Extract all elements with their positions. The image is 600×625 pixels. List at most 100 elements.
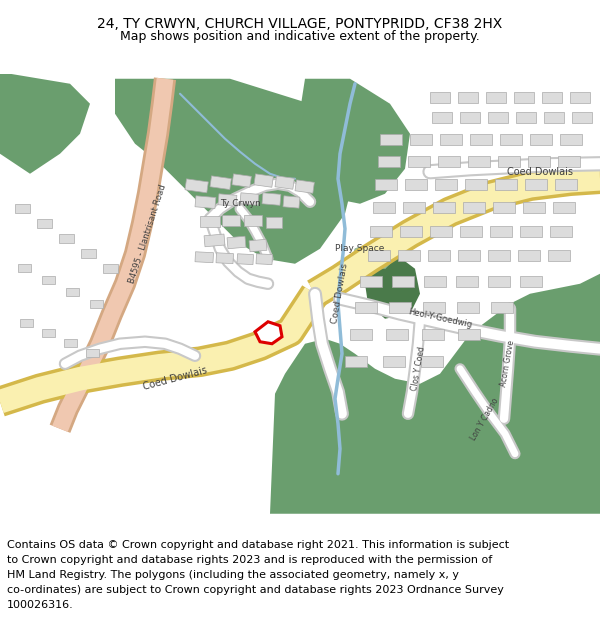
Bar xyxy=(514,92,534,103)
Bar xyxy=(15,204,30,212)
Bar xyxy=(408,156,430,167)
Bar xyxy=(470,134,492,145)
Bar xyxy=(237,254,254,264)
Polygon shape xyxy=(365,254,420,319)
Bar xyxy=(295,180,314,193)
Bar xyxy=(195,196,216,209)
Bar xyxy=(458,329,480,340)
Bar xyxy=(389,302,411,312)
Bar xyxy=(380,134,402,145)
Bar xyxy=(42,276,55,284)
Bar xyxy=(520,226,542,237)
Bar xyxy=(570,92,590,103)
Bar xyxy=(266,217,282,227)
Bar xyxy=(360,276,382,287)
Bar xyxy=(20,319,33,327)
Bar xyxy=(204,234,225,247)
Polygon shape xyxy=(0,74,90,174)
Bar xyxy=(90,300,103,308)
Bar xyxy=(370,226,392,237)
Text: Lon Y Cadno: Lon Y Cadno xyxy=(469,396,501,441)
Bar xyxy=(218,194,237,206)
Bar xyxy=(488,276,510,287)
Bar xyxy=(553,202,575,212)
Bar xyxy=(500,134,522,145)
Text: 100026316.: 100026316. xyxy=(7,600,74,610)
Bar xyxy=(283,196,300,208)
Text: co-ordinates) are subject to Crown copyright and database rights 2023 Ordnance S: co-ordinates) are subject to Crown copyr… xyxy=(7,585,504,595)
Bar xyxy=(465,179,487,190)
Bar xyxy=(244,215,262,226)
Bar xyxy=(491,302,513,312)
Bar xyxy=(240,192,259,206)
Bar xyxy=(403,202,425,212)
Bar xyxy=(488,112,508,123)
Bar xyxy=(525,179,547,190)
Bar xyxy=(216,253,233,264)
Text: B4595 - Llantrisant Road: B4595 - Llantrisant Road xyxy=(128,183,168,284)
Text: to Crown copyright and database rights 2023 and is reproduced with the permissio: to Crown copyright and database rights 2… xyxy=(7,555,493,565)
Bar xyxy=(430,226,452,237)
Bar xyxy=(424,276,446,287)
Bar xyxy=(428,250,450,261)
Bar xyxy=(398,250,420,261)
Bar xyxy=(498,156,520,167)
Bar xyxy=(457,302,479,312)
Bar xyxy=(458,250,480,261)
Bar xyxy=(460,112,480,123)
Bar xyxy=(405,179,427,190)
Polygon shape xyxy=(270,274,600,514)
Bar xyxy=(200,216,220,227)
Bar xyxy=(368,250,390,261)
Bar xyxy=(400,226,422,237)
Bar xyxy=(249,239,267,252)
Bar xyxy=(550,226,572,237)
Bar xyxy=(103,264,118,272)
Bar xyxy=(542,92,562,103)
Bar xyxy=(523,202,545,212)
Polygon shape xyxy=(353,242,395,269)
Bar xyxy=(558,156,580,167)
Bar xyxy=(435,179,457,190)
Text: Coed Dowlais: Coed Dowlais xyxy=(507,167,573,177)
Bar xyxy=(572,112,592,123)
Bar xyxy=(493,202,515,212)
Text: Play Space: Play Space xyxy=(335,244,385,253)
Bar xyxy=(516,112,536,123)
Bar xyxy=(81,249,96,258)
Bar xyxy=(495,179,517,190)
Bar xyxy=(378,156,400,167)
Bar xyxy=(64,339,77,347)
Bar xyxy=(386,329,408,340)
Bar xyxy=(548,250,570,261)
Bar xyxy=(518,250,540,261)
Bar xyxy=(373,202,395,212)
Bar xyxy=(227,236,246,249)
Bar xyxy=(254,174,274,188)
Text: Acorn Grove: Acorn Grove xyxy=(499,340,517,388)
Text: Coed Dowlais: Coed Dowlais xyxy=(330,263,350,324)
Polygon shape xyxy=(255,322,282,344)
Polygon shape xyxy=(115,79,355,264)
Bar xyxy=(256,254,272,264)
Bar xyxy=(460,226,482,237)
Bar xyxy=(544,112,564,123)
Bar xyxy=(86,349,99,357)
Bar xyxy=(458,92,478,103)
Bar xyxy=(66,288,79,296)
Bar xyxy=(530,134,552,145)
Text: Coed Dowlais: Coed Dowlais xyxy=(142,366,208,392)
Bar xyxy=(486,92,506,103)
Bar xyxy=(433,202,455,212)
Bar xyxy=(488,250,510,261)
Bar xyxy=(440,134,462,145)
Text: Clos Y Coed: Clos Y Coed xyxy=(410,346,427,392)
Bar xyxy=(275,176,295,189)
Bar xyxy=(555,179,577,190)
Polygon shape xyxy=(298,79,410,204)
Bar xyxy=(456,276,478,287)
Bar xyxy=(392,276,414,287)
Bar xyxy=(430,92,450,103)
Bar xyxy=(421,356,443,367)
Bar xyxy=(262,192,281,206)
